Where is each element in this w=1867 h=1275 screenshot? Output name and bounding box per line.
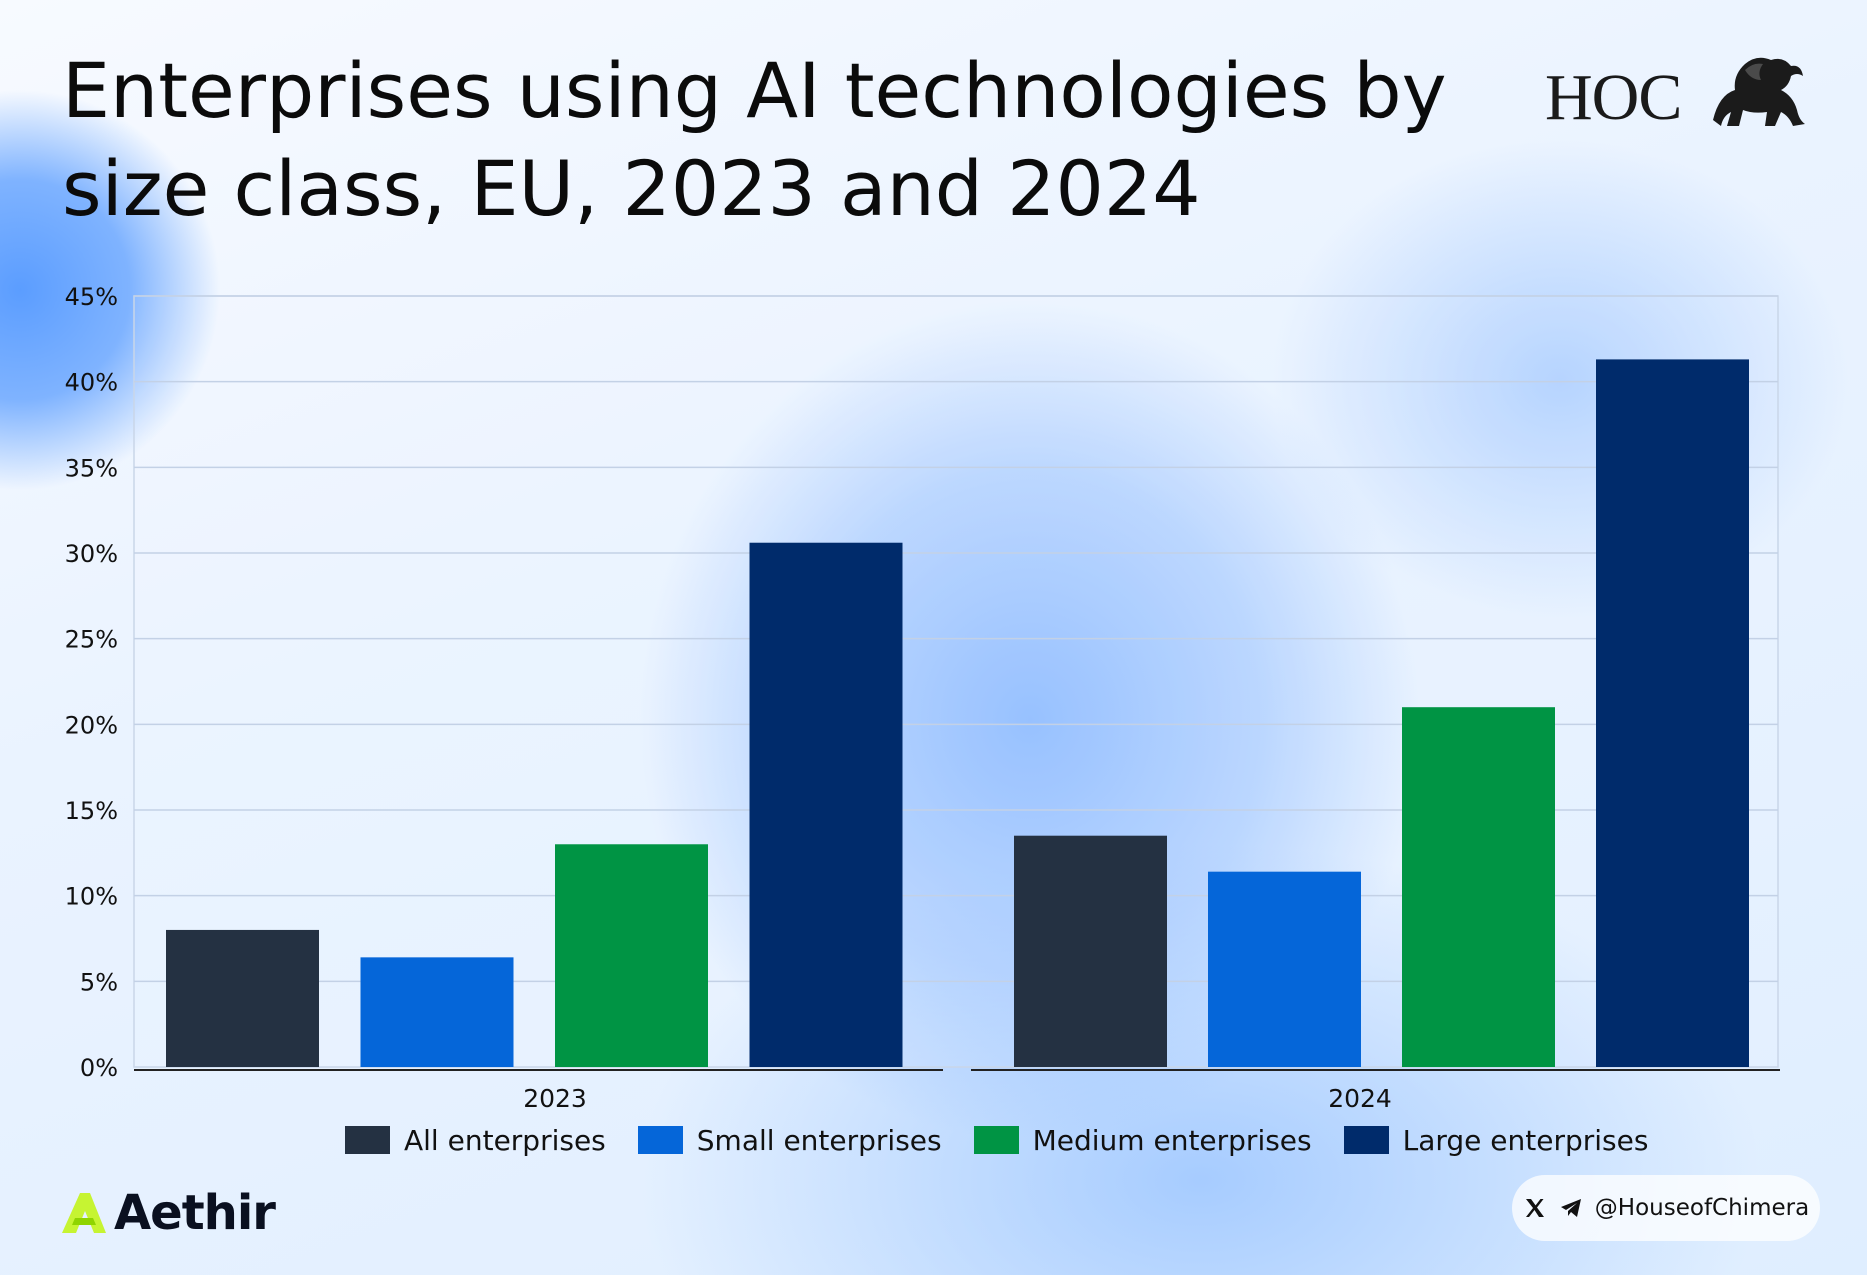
y-tick-label: 5% (80, 968, 118, 996)
x-tick-label: 2023 (523, 1084, 587, 1113)
social-handle: @HouseofChimera (1594, 1195, 1810, 1221)
legend-item-all: All enterprises (345, 1124, 606, 1157)
legend-label-all: All enterprises (404, 1123, 606, 1157)
y-tick-label: 45% (65, 283, 118, 311)
bar (555, 844, 708, 1067)
y-tick-label: 40% (65, 369, 118, 397)
y-tick-label: 20% (65, 711, 118, 739)
chart-legend: All enterprises Small enterprises Medium… (345, 1120, 1680, 1160)
bar (1402, 707, 1555, 1067)
legend-label-large: Large enterprises (1402, 1123, 1649, 1157)
legend-item-large: Large enterprises (1343, 1123, 1649, 1157)
y-tick-label: 30% (65, 540, 118, 568)
y-tick-label: 0% (80, 1054, 118, 1082)
legend-swatch-small (637, 1126, 683, 1154)
bar (1596, 359, 1749, 1068)
aethir-logo-text: Aethir (114, 1185, 276, 1241)
legend-item-medium: Medium enterprises (973, 1123, 1312, 1157)
hoc-logo: HOC (1545, 50, 1815, 140)
bar (1014, 835, 1167, 1067)
legend-swatch-medium (973, 1126, 1019, 1154)
bar (360, 957, 514, 1067)
legend-label-medium: Medium enterprises (1032, 1123, 1312, 1157)
aethir-logo: Aethir (60, 1185, 276, 1241)
bar (1208, 871, 1361, 1067)
legend-swatch-large (1343, 1126, 1389, 1154)
social-badge: @HouseofChimera (1512, 1175, 1820, 1241)
y-tick-label: 25% (65, 626, 118, 654)
y-tick-label: 10% (65, 883, 118, 911)
x-tick-label: 2024 (1328, 1084, 1392, 1113)
y-tick-label: 35% (65, 454, 118, 482)
lion-icon (1713, 57, 1805, 126)
page-title: Enterprises using AI technologies by siz… (62, 46, 1447, 233)
bar (166, 929, 319, 1067)
x-icon (1523, 1196, 1547, 1220)
legend-swatch-all (345, 1126, 390, 1154)
bar (749, 542, 903, 1067)
y-tick-label: 15% (65, 797, 118, 825)
telegram-icon (1559, 1196, 1583, 1220)
legend-label-small: Small enterprises (696, 1123, 942, 1157)
aethir-logo-icon (62, 1193, 106, 1233)
hoc-logo-text: HOC (1545, 61, 1682, 134)
legend-item-small: Small enterprises (637, 1123, 942, 1157)
